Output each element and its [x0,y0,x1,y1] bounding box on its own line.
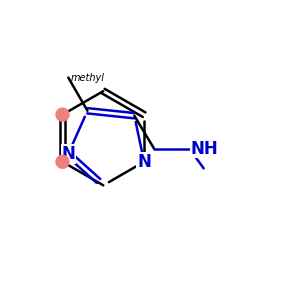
Circle shape [56,108,69,121]
Text: NH: NH [191,140,219,158]
Circle shape [56,155,69,168]
Text: N: N [137,153,151,171]
Text: methyl: methyl [71,73,105,82]
Text: N: N [61,145,75,163]
